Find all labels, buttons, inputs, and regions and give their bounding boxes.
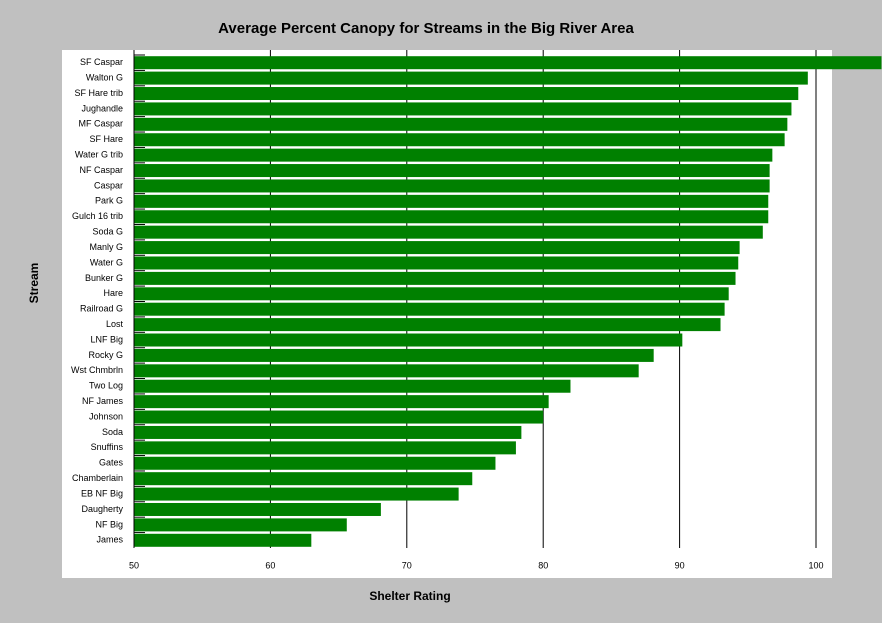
bar	[134, 287, 729, 301]
x-tick-label: 90	[675, 560, 685, 570]
y-tick-label: MF Caspar	[78, 119, 123, 129]
bar	[134, 241, 740, 255]
y-tick-label: Jughandle	[81, 103, 123, 113]
bar	[134, 364, 639, 378]
y-tick-label: Rocky G	[88, 350, 123, 360]
bar	[134, 194, 769, 208]
bar	[134, 148, 773, 162]
y-tick-label: NF James	[82, 396, 124, 406]
y-tick-label: LNF Big	[90, 334, 123, 344]
y-tick-label: Lost	[106, 319, 124, 329]
bar	[134, 395, 549, 409]
bar	[134, 472, 473, 486]
y-tick-label: Chamberlain	[72, 473, 123, 483]
bar	[134, 318, 721, 332]
x-axis-label: Shelter Rating	[369, 589, 450, 603]
y-tick-label: Water G	[90, 257, 123, 267]
y-tick-label: Wst Chmbrln	[71, 365, 123, 375]
y-tick-label: EB NF Big	[81, 488, 123, 498]
y-tick-label: Water G trib	[75, 150, 123, 160]
x-tick-label: 100	[808, 560, 823, 570]
bar	[134, 179, 770, 193]
y-tick-label: NF Caspar	[79, 165, 123, 175]
bar	[134, 133, 785, 147]
y-tick-label: James	[96, 535, 123, 545]
bar	[134, 425, 522, 439]
y-axis-label: Stream	[27, 263, 41, 304]
bar	[134, 533, 312, 547]
y-tick-label: NF Big	[95, 519, 123, 529]
bar	[134, 117, 788, 131]
bar	[134, 256, 739, 270]
x-tick-label: 70	[402, 560, 412, 570]
bar	[134, 102, 792, 116]
bar	[134, 487, 459, 501]
bar	[134, 518, 347, 532]
x-tick-label: 60	[265, 560, 275, 570]
y-tick-label: Soda	[102, 427, 123, 437]
bar	[134, 164, 770, 178]
y-tick-label: Gates	[99, 458, 124, 468]
y-tick-label: SF Hare	[89, 134, 123, 144]
bar	[134, 410, 544, 424]
bar	[134, 210, 769, 224]
y-tick-label: SF Hare trib	[74, 88, 123, 98]
y-tick-label: Soda G	[92, 227, 123, 237]
y-tick-label: Caspar	[94, 180, 123, 190]
y-tick-label: Gulch 16 trib	[72, 211, 123, 221]
y-tick-label: Daugherty	[81, 504, 123, 514]
y-tick-label: Park G	[95, 196, 123, 206]
bar	[134, 271, 736, 285]
y-tick-label: Two Log	[89, 381, 123, 391]
y-tick-label: Manly G	[89, 242, 123, 252]
bar	[134, 379, 571, 393]
x-tick-label: 80	[538, 560, 548, 570]
chart-title: Average Percent Canopy for Streams in th…	[218, 20, 634, 37]
y-tick-label: Bunker G	[85, 273, 123, 283]
y-tick-label: SF Caspar	[80, 57, 123, 67]
bar	[134, 502, 381, 516]
bar	[134, 456, 496, 470]
y-tick-label: Railroad G	[80, 304, 123, 314]
bar	[134, 348, 654, 362]
bar	[134, 56, 882, 70]
y-tick-label: Hare	[103, 288, 123, 298]
bar	[134, 71, 808, 85]
bar	[134, 87, 799, 101]
bar	[134, 441, 516, 455]
y-tick-label: Snuffins	[91, 442, 124, 452]
bar	[134, 333, 683, 347]
y-tick-label: Johnson	[89, 411, 123, 421]
bar	[134, 302, 725, 316]
bar	[134, 225, 763, 239]
y-tick-label: Walton G	[86, 72, 123, 82]
x-tick-label: 50	[129, 560, 139, 570]
